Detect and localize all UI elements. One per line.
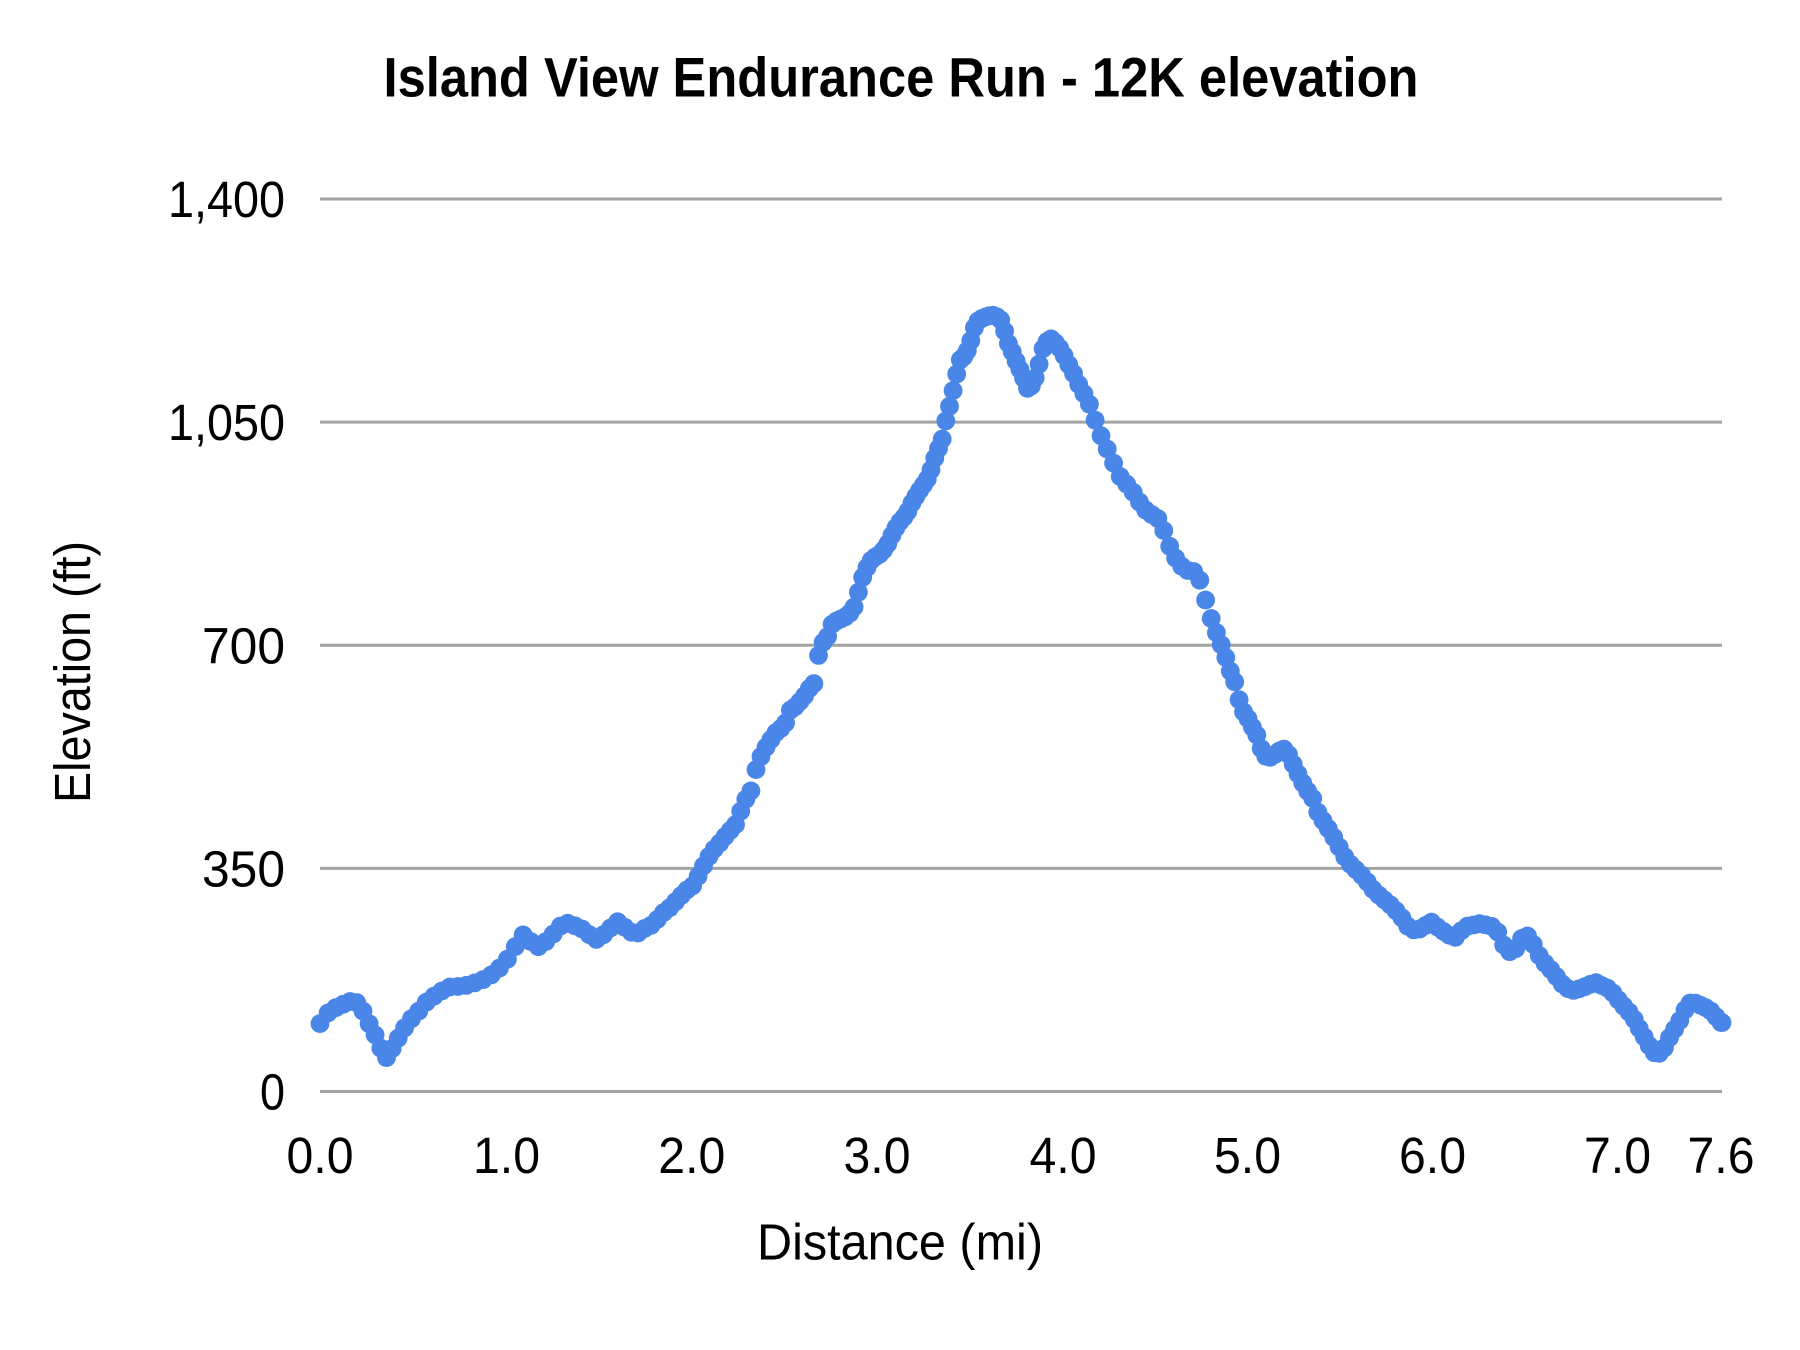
svg-text:1,400: 1,400 [168, 171, 285, 228]
svg-text:700: 700 [202, 617, 285, 674]
svg-text:0: 0 [260, 1064, 285, 1121]
svg-text:1,050: 1,050 [168, 394, 285, 451]
svg-text:Elevation (ft): Elevation (ft) [44, 541, 101, 803]
svg-text:6.0: 6.0 [1399, 1127, 1466, 1184]
svg-text:7.0: 7.0 [1584, 1127, 1651, 1184]
svg-text:350: 350 [202, 841, 285, 898]
svg-text:Distance (mi): Distance (mi) [757, 1214, 1043, 1271]
svg-text:5.0: 5.0 [1214, 1127, 1281, 1184]
svg-text:4.0: 4.0 [1030, 1127, 1097, 1184]
svg-text:3.0: 3.0 [844, 1127, 911, 1184]
svg-text:2.0: 2.0 [658, 1127, 725, 1184]
svg-text:0.0: 0.0 [287, 1127, 354, 1184]
svg-text:7.6: 7.6 [1688, 1127, 1755, 1184]
svg-text:Island View Endurance Run - 12: Island View Endurance Run - 12K elevatio… [384, 45, 1419, 108]
svg-text:1.0: 1.0 [473, 1127, 540, 1184]
